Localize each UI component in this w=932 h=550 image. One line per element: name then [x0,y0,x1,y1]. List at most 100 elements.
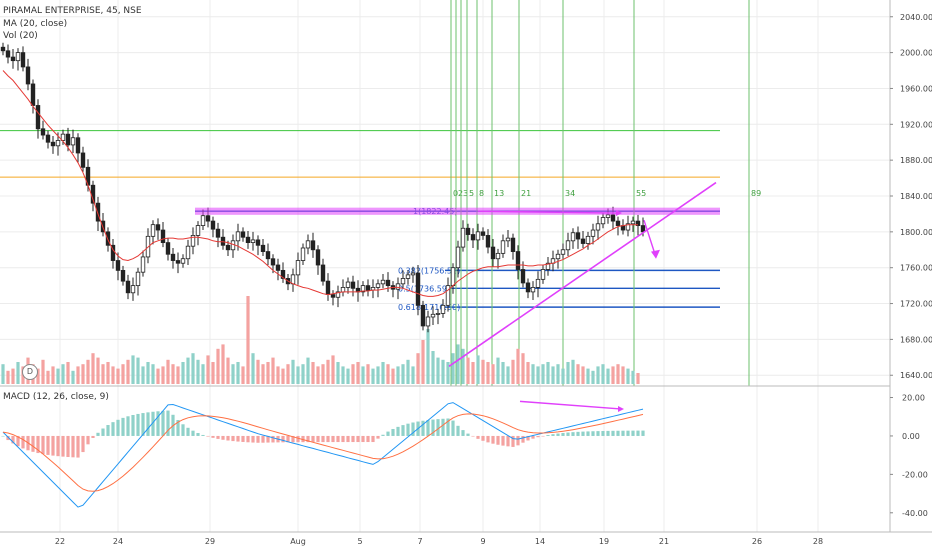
volume-bar [61,364,65,384]
volume-bar [336,362,340,384]
candle-body [160,229,166,244]
volume-bar [571,359,575,384]
volume-bar [451,353,455,384]
candle-body [570,232,576,242]
dividend-event-marker[interactable]: D [22,364,38,380]
candle-body [585,235,591,244]
volume-bar [86,359,90,384]
macd-tick-label: 0.00 [902,432,920,441]
fib-time-label: 21 [521,189,531,198]
volume-bar [551,366,555,384]
candle-body [415,272,421,306]
candle-body [600,217,606,225]
volume-bar [416,353,420,384]
volume-bar [261,364,265,384]
candle-body [640,225,646,233]
volume-bar [116,368,120,384]
macd-histogram-bar [426,420,430,436]
volume-bar [256,359,260,384]
candle-body [420,304,426,327]
macd-histogram-bar [106,425,110,436]
resistance-zone[interactable] [195,207,720,215]
volume-bar [546,362,550,384]
volume-bar [341,366,345,384]
volume-bar [581,366,585,384]
candle-body [565,240,571,251]
candle-body [185,245,191,260]
ma-indicator-label[interactable]: MA (20, close) [3,19,68,29]
candle-body [535,278,541,288]
macd-histogram-bar [221,435,225,440]
volume-bar [96,357,100,384]
macd-histogram-bar [6,435,10,441]
trendline-support[interactable] [448,181,717,367]
macd-histogram-bar [211,435,215,438]
volume-bar [536,366,540,384]
candle-body [245,236,251,244]
macd-histogram-bar [36,435,40,454]
macd-histogram-bar [136,413,140,436]
fib-label: 0.618(1716.50) [398,303,460,312]
macd-histogram-bar [156,411,160,436]
candle-body [270,258,276,266]
time-axis[interactable]: 22 24 29 Aug 5 7 9 14 19 21 26 28 [55,537,823,546]
price-tick-label: 1760.00 [900,264,932,273]
volume-bar [466,357,470,384]
breakdown-arrow[interactable] [643,219,656,255]
macd-histogram-bar [466,433,470,436]
candle-body [345,281,351,288]
candle-body [555,253,561,260]
macd-histogram-bar [241,435,245,442]
volume-bar [121,364,125,384]
symbol-title[interactable]: PIRAMAL ENTERPRISE, 45, NSE [3,6,142,16]
time-tick-label: 9 [480,537,485,546]
candle-body [210,220,216,230]
volume-bar [621,366,625,384]
candle-body [175,260,181,264]
macd-histogram-bar [166,410,170,436]
macd-histogram-bar [271,435,275,443]
macd-histogram-bar [141,413,145,436]
macd-histogram-bar [246,435,250,443]
volume-bar [411,366,415,384]
time-tick-label: 21 [659,537,669,546]
candle-body [75,137,81,154]
macd-tick-label: 20.00 [902,394,925,403]
candle-body [335,291,341,298]
macd-histogram-bar [126,416,130,436]
macd-histogram-bar [361,435,365,443]
volume-bar [241,366,245,384]
volume-bar [526,362,530,384]
divergence-arrow-price[interactable] [477,210,617,214]
candle-body [60,133,66,141]
volume-indicator-label[interactable]: Vol (20) [3,31,38,41]
candle-body [505,237,511,242]
volume-bar [51,366,55,384]
volume-bar [606,368,610,384]
volume-bar [231,364,235,384]
macd-histogram-bar [11,435,15,444]
candle-body [45,134,51,143]
macd-histogram-bar [516,435,520,446]
macd-histogram-bar [151,411,155,436]
macd-indicator-label[interactable]: MACD (12, 26, close, 9) [3,392,109,402]
annotations[interactable] [195,181,720,367]
macd-histogram-bar [66,435,70,458]
volume-bar [176,366,180,384]
macd-histogram-bar [51,435,55,456]
volume-bar [481,359,485,384]
volume-bar [6,370,10,384]
candle-body [455,246,461,269]
macd-histogram-bar [436,419,440,436]
candle-body [95,202,101,222]
price-axis[interactable]: 2040.00 2000.00 1960.00 1920.00 1880.00 1840.… [890,13,932,518]
fib-time-label: 5 [469,189,474,198]
volume-bar [436,357,440,384]
macd-histogram-bar [506,435,510,447]
volume-bar [311,362,315,384]
candle-body [70,137,76,146]
candle-body [500,240,506,254]
divergence-arrow-macd[interactable] [519,400,623,410]
macd-histogram-bar [256,435,260,443]
